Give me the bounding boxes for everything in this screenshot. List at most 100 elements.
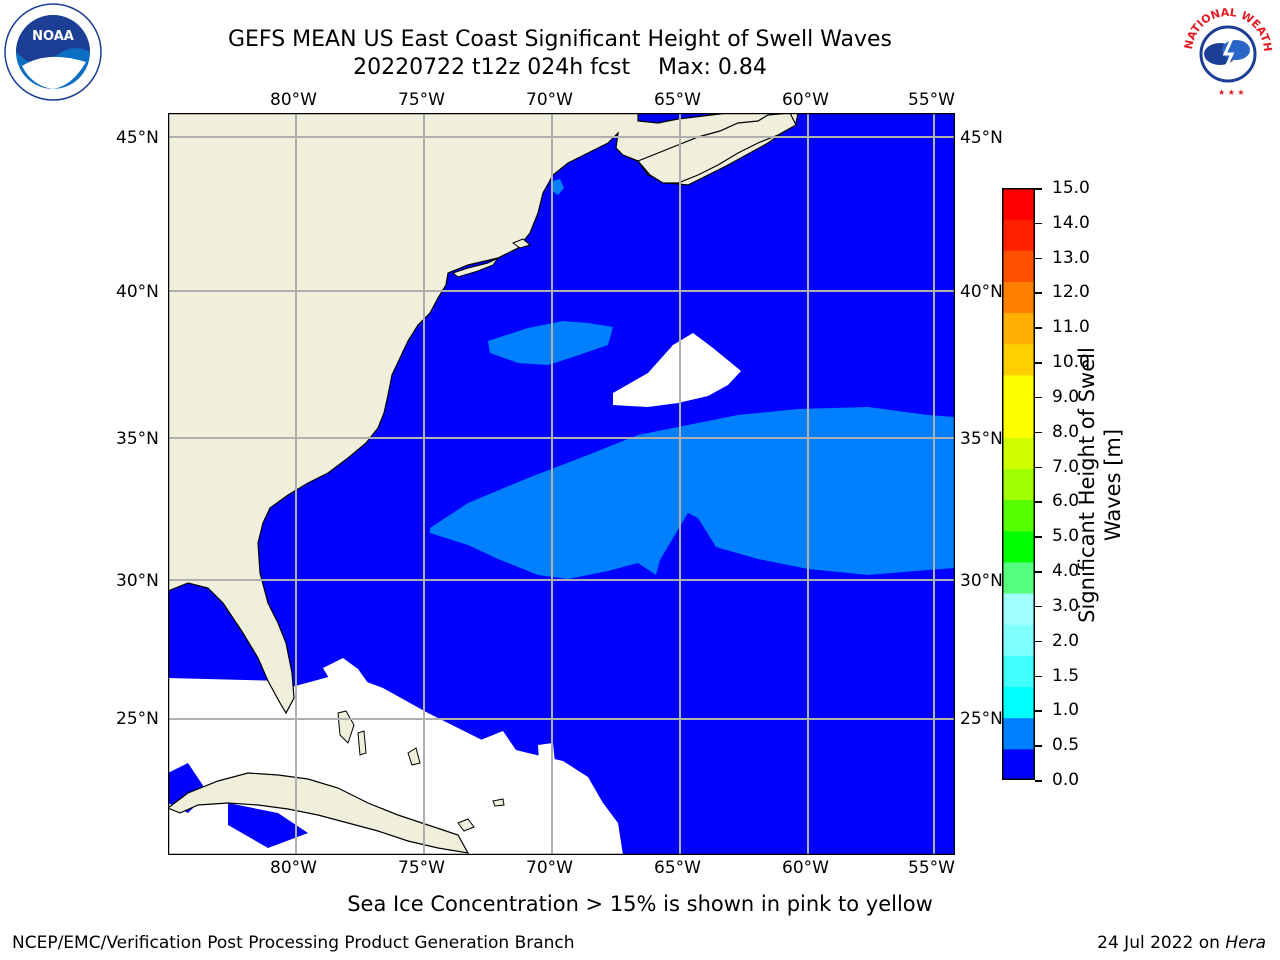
lat-label-right-40n: 40°N <box>960 282 1003 302</box>
colorbar-tick-label: 15.0 <box>1052 178 1090 198</box>
colorbar-swatch <box>1002 748 1035 781</box>
lat-label-right-30n: 30°N <box>960 571 1003 591</box>
colorbar-swatch <box>1002 281 1035 314</box>
credit-text: NCEP/EMC/Verification Post Processing Pr… <box>12 933 575 953</box>
colorbar-tick-mark <box>1035 257 1042 260</box>
map-frame <box>167 112 956 856</box>
colorbar-tick-mark <box>1035 605 1042 608</box>
land-cuba <box>166 772 470 854</box>
lon-label-top-70w: 70°W <box>526 90 573 110</box>
colorbar-tick-mark <box>1035 292 1042 294</box>
colorbar-tick-mark <box>1035 501 1042 503</box>
no-data-patch-gulf <box>168 678 286 715</box>
colorbar-swatch <box>1002 561 1035 594</box>
no-data-patch-east <box>478 731 518 761</box>
colorbar-tick-label: 14.0 <box>1052 212 1090 233</box>
colorbar-tick-label: 1.5 <box>1052 665 1080 686</box>
lat-label-left-25n: 25°N <box>116 709 159 729</box>
land-cape-cod <box>511 238 532 249</box>
graticule <box>168 113 955 855</box>
land-bahamas-3 <box>407 747 421 766</box>
colorbar-tick-mark <box>1035 536 1042 538</box>
lat-label-right-25n: 25°N <box>960 709 1003 729</box>
lon-label-bottom-55w: 55°W <box>908 858 955 878</box>
colorbar-frame <box>1002 188 1035 780</box>
lon-label-bottom-75w: 75°W <box>398 858 445 878</box>
swell-region-north <box>488 321 613 365</box>
colorbar-tick-mark <box>1035 710 1042 712</box>
colorbar-swatch <box>1002 624 1035 656</box>
colorbar-tick-label: 0.0 <box>1052 770 1080 790</box>
colorbar-tick-label: 9.0 <box>1052 386 1080 407</box>
colorbar-tick-mark <box>1035 188 1042 190</box>
sea-ice-caption: Sea Ice Concentration > 15% is shown in … <box>347 892 933 916</box>
colorbar <box>1002 188 1035 781</box>
lon-label-bottom-80w: 80°W <box>270 858 317 878</box>
colorbar-tick-mark <box>1035 675 1042 678</box>
svg-text:★ ★ ★: ★ ★ ★ <box>1218 88 1245 97</box>
colorbar-tick-mark <box>1035 327 1042 329</box>
colorbar-tick-label: 1.0 <box>1052 700 1080 721</box>
lon-label-top-55w: 55°W <box>908 90 955 110</box>
colorbar-tick-label: 0.5 <box>1052 735 1080 756</box>
swell-region-maine <box>552 179 564 195</box>
colorbar-swatch <box>1002 686 1035 719</box>
colorbar-tick-label: 8.0 <box>1052 421 1080 442</box>
colorbar-tick-label: 7.0 <box>1052 456 1080 477</box>
land-island-5 <box>492 798 505 807</box>
colorbar-tick-label: 3.0 <box>1052 595 1080 616</box>
land-bahamas-2 <box>357 730 367 756</box>
colorbar-swatches <box>1002 188 1035 781</box>
lat-label-left-30n: 30°N <box>116 571 159 591</box>
colorbar-swatch <box>1002 250 1035 282</box>
colorbar-swatch <box>1002 468 1035 501</box>
colorbar-swatch <box>1002 717 1035 750</box>
lon-label-bottom-60w: 60°W <box>782 858 829 878</box>
noaa-logo-text: NOAA <box>32 29 74 44</box>
no-data-patch-east2 <box>538 743 556 775</box>
colorbar-tick-mark <box>1035 362 1042 364</box>
colorbar-swatch <box>1002 499 1035 532</box>
chart-title: GEFS MEAN US East Coast Significant Heig… <box>227 27 893 52</box>
caption-wrap: Sea Ice Concentration > 15% is shown in … <box>0 891 1280 917</box>
host-text: Hera <box>1225 933 1266 953</box>
no-data-patch-central <box>613 333 741 407</box>
noaa-logo: NOAA <box>2 2 104 102</box>
date-text: 24 Jul 2022 on <box>1097 933 1226 953</box>
colorbar-tick-mark <box>1035 571 1042 573</box>
land-long-island <box>451 257 499 278</box>
colorbar-swatch <box>1002 406 1035 438</box>
colorbar-swatch <box>1002 655 1035 688</box>
lat-label-right-45n: 45°N <box>960 128 1003 148</box>
lat-label-left-35n: 35°N <box>116 429 159 449</box>
nws-logo: NATIONAL WEATHER SERVICE ★ ★ ★ <box>1174 0 1278 102</box>
no-data-patch-bahamas <box>323 658 368 691</box>
colorbar-swatch <box>1002 188 1035 220</box>
colorbar-tick-label: 11.0 <box>1052 317 1090 338</box>
colorbar-tick-mark <box>1035 780 1042 782</box>
colorbar-tick-label: 2.0 <box>1052 630 1080 651</box>
colorbar-tick-mark <box>1035 396 1042 399</box>
colorbar-swatch <box>1002 437 1035 469</box>
colorbar-label-line1: Significant Height of Swell <box>1075 347 1099 623</box>
colorbar-swatch <box>1002 530 1035 563</box>
colorbar-label-line2: Waves [m] <box>1101 428 1125 542</box>
colorbar-swatch <box>1002 593 1035 625</box>
ocean-hole-2 <box>228 803 308 848</box>
lon-label-top-75w: 75°W <box>398 90 445 110</box>
colorbar-tick-mark <box>1035 431 1042 434</box>
colorbar-tick-label: 4.0 <box>1052 561 1080 582</box>
lat-label-right-35n: 35°N <box>960 429 1003 449</box>
date-line: 24 Jul 2022 on Hera <box>1097 932 1266 954</box>
colorbar-swatch <box>1002 312 1035 345</box>
lon-label-bottom-65w: 65°W <box>654 858 701 878</box>
map-canvas <box>166 112 956 856</box>
lon-label-top-80w: 80°W <box>270 90 317 110</box>
colorbar-swatch <box>1002 374 1035 407</box>
colorbar-tick-label: 5.0 <box>1052 526 1080 547</box>
colorbar-tick-mark <box>1035 745 1042 747</box>
colorbar-tick-label: 10.0 <box>1052 352 1090 373</box>
colorbar-tick-mark <box>1035 222 1042 225</box>
map-panel <box>166 112 956 856</box>
colorbar-tick-mark <box>1035 466 1042 469</box>
